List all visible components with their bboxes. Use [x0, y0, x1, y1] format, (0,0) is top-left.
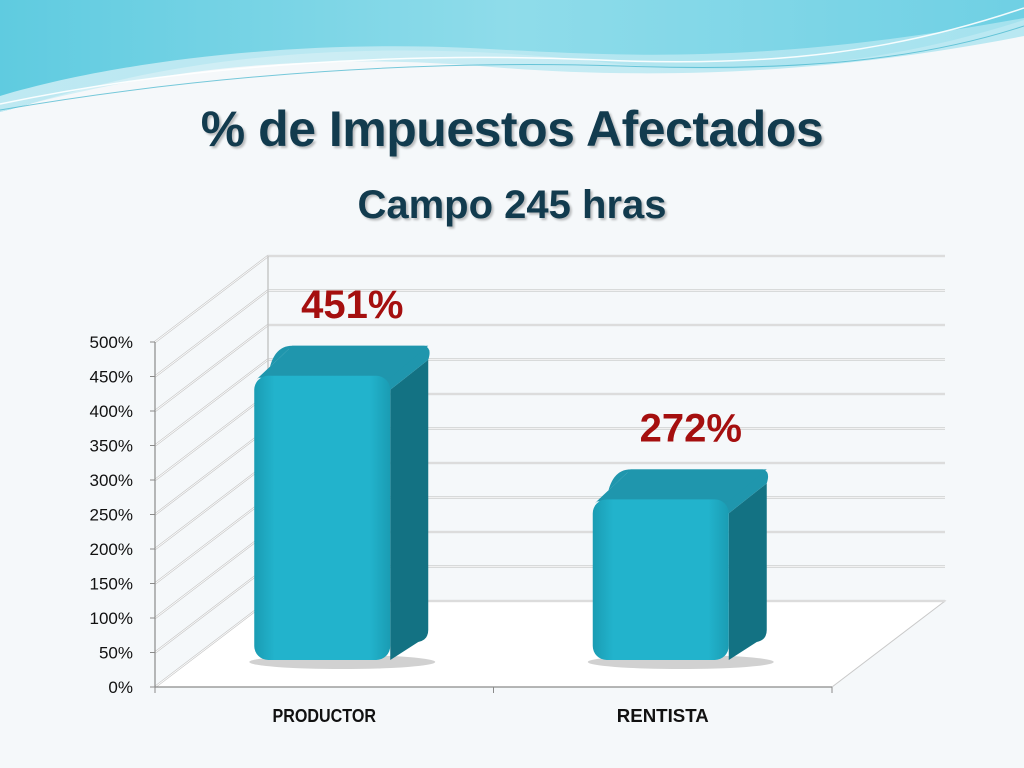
- bar-side-face: [390, 359, 429, 660]
- bar-productor: [249, 345, 436, 669]
- y-tick-label: 200%: [90, 540, 133, 559]
- y-axis-tick-labels: 0% 50% 100% 150% 200% 250% 300% 350% 400% 450% 500…: [90, 333, 133, 697]
- chart-bars: [249, 345, 774, 669]
- y-tick-label: 150%: [90, 575, 133, 594]
- y-tick-label: 500%: [90, 333, 133, 352]
- bar-rentista: [587, 469, 774, 669]
- bar-side-face: [728, 483, 767, 660]
- y-tick-label: 250%: [90, 506, 133, 525]
- bar-front-face: [254, 375, 391, 660]
- y-tick-label: 300%: [90, 471, 133, 490]
- bar-top-face-fill: [596, 469, 767, 502]
- y-tick-label: 0%: [108, 678, 133, 697]
- gridline: [154, 254, 945, 343]
- x-axis-tick-labels: PRODUCTOR RENTISTA: [273, 706, 709, 726]
- bar-top-face-fill: [258, 345, 429, 378]
- x-tick-label-rentista: RENTISTA: [617, 706, 709, 726]
- slide-subtitle: Campo 245 hras: [357, 183, 667, 227]
- header-wave-decoration: [0, 0, 1024, 112]
- y-tick-label: 100%: [90, 609, 133, 628]
- data-label-rentista: 272%: [640, 406, 742, 450]
- data-label-productor: 451%: [301, 283, 403, 327]
- bar-front-face: [592, 499, 729, 660]
- chart-axes: [150, 341, 833, 693]
- x-tick-label-productor: PRODUCTOR: [273, 706, 377, 726]
- y-tick-label: 400%: [90, 402, 133, 421]
- chart-data-labels: 451% 272%: [301, 283, 742, 451]
- y-tick-label: 450%: [90, 368, 133, 387]
- y-tick-label: 50%: [99, 644, 133, 663]
- gridline-highlight: [154, 255, 945, 343]
- slide-title: % de Impuestos Afectados: [200, 101, 824, 157]
- y-tick-label: 350%: [90, 437, 133, 456]
